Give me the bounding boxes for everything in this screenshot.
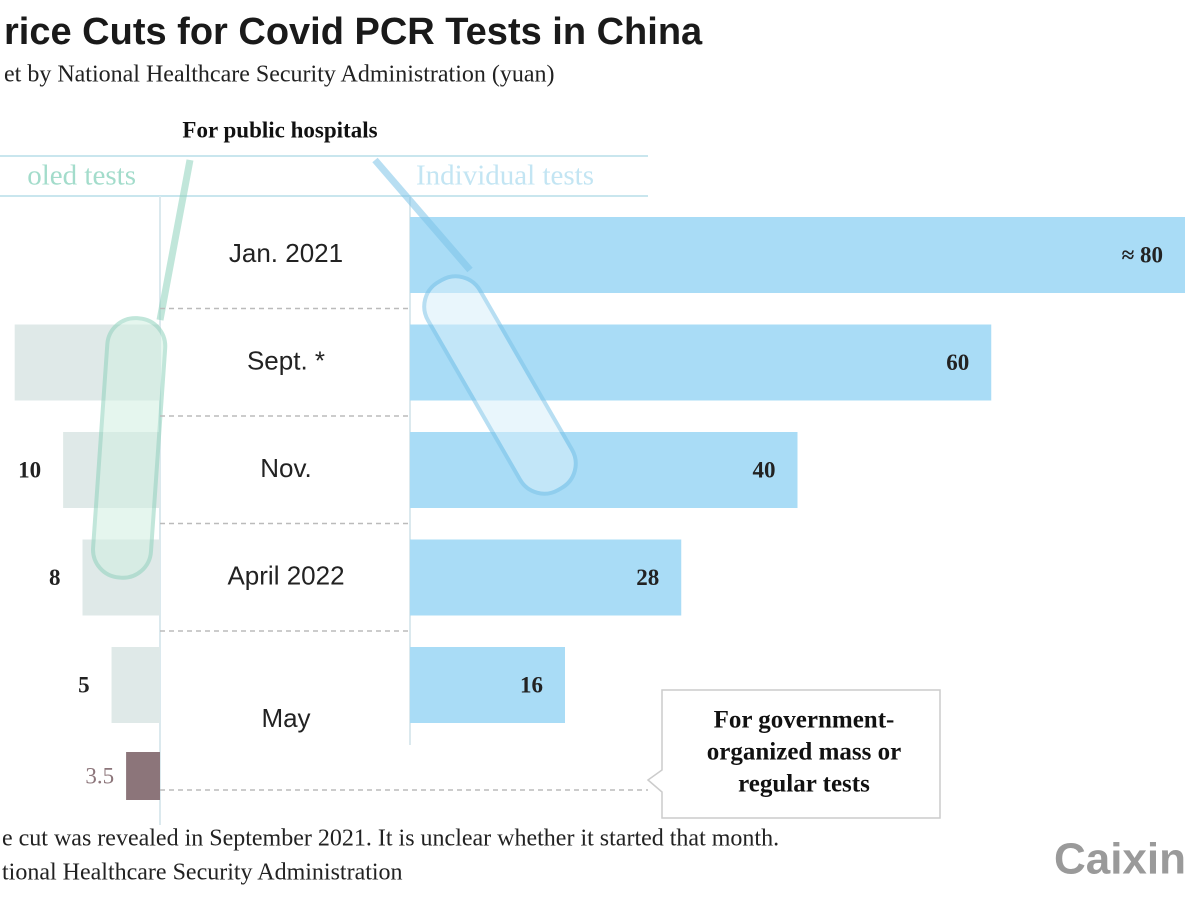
callout-box: [646, 689, 941, 819]
chart-subtitle: et by National Healthcare Security Admin…: [4, 62, 555, 88]
footnote: e cut was revealed in September 2021. It…: [2, 826, 779, 852]
category-label: Nov.: [260, 453, 312, 483]
header: For public hospitals: [182, 117, 377, 142]
chart-title: rice Cuts for Covid PCR Tests in China: [4, 11, 703, 53]
category-label: May: [261, 703, 310, 733]
value-label: 60: [946, 350, 969, 375]
legend-label: oled tests: [27, 160, 136, 192]
annotation-text: organized mass or: [707, 739, 901, 766]
logo: Caixin: [1054, 835, 1186, 884]
bar: [410, 432, 798, 508]
bar: [111, 647, 160, 723]
test-tube: [91, 157, 578, 580]
value-label: 3.5: [85, 763, 114, 788]
bar: [126, 752, 160, 800]
bar: [410, 647, 565, 723]
footnote: tional Healthcare Security Administratio…: [2, 860, 403, 886]
value-label: 28: [636, 565, 659, 590]
bar: [410, 539, 682, 616]
value-label: 8: [49, 565, 61, 590]
value-label: 16: [520, 672, 543, 697]
annotation-text: For government-: [714, 707, 895, 734]
value-label: 40: [753, 457, 776, 482]
value-label: 5: [78, 672, 90, 697]
value-label: ≈ 80: [1122, 242, 1163, 267]
annotation-text: regular tests: [738, 771, 870, 798]
category-label: Jan. 2021: [229, 238, 343, 268]
category-label: Sept. *: [247, 345, 325, 375]
value-label: 10: [18, 457, 41, 482]
category-label: April 2022: [227, 560, 344, 590]
bar: [410, 217, 1185, 293]
legend-label: Individual tests: [416, 160, 594, 192]
